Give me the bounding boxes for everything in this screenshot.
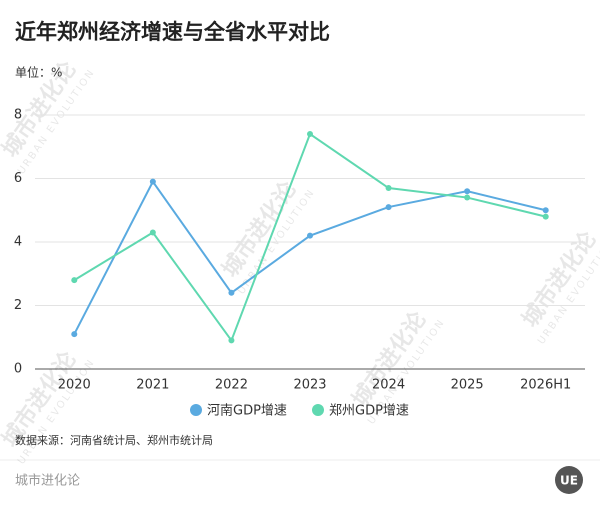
data-point [228, 337, 235, 344]
data-point [542, 207, 549, 214]
footer-logo-circle [555, 466, 583, 494]
x-tick-label: 2022 [215, 378, 248, 393]
data-point [149, 178, 156, 185]
footer-logo: UE [560, 474, 578, 488]
y-tick-label: 6 [14, 171, 22, 186]
legend-marker [312, 404, 324, 416]
x-tick-label: 2021 [136, 378, 169, 393]
data-point [228, 289, 235, 296]
legend-marker [190, 404, 202, 416]
footer-brand: 城市进化论 [15, 473, 80, 489]
data-point [71, 277, 78, 284]
data-point [307, 232, 313, 239]
data-point [385, 185, 392, 192]
data-point [464, 194, 471, 201]
data-point [385, 204, 392, 211]
y-tick-label: 2 [14, 298, 22, 313]
x-tick-label: 2024 [372, 378, 405, 393]
data-point [542, 213, 549, 220]
x-tick-label: 2026H1 [520, 378, 571, 393]
y-tick-label: 0 [14, 362, 22, 377]
y-tick-label: 4 [14, 235, 22, 250]
data-point [71, 331, 78, 338]
legend-label: 郑州GDP增速 [329, 404, 409, 419]
unit-label: 单位：% [15, 65, 62, 80]
data-point [307, 131, 313, 138]
x-tick-label: 2023 [293, 378, 326, 393]
x-tick-label: 2025 [451, 378, 484, 393]
source: 数据来源：河南省统计局、郑州市统计局 [15, 433, 213, 447]
legend-label: 河南GDP增速 [207, 403, 287, 419]
data-point [149, 229, 156, 236]
y-tick-label: 8 [14, 108, 22, 123]
data-point [464, 188, 471, 195]
x-tick-label: 2020 [58, 378, 91, 393]
chart-title: 近年郑州经济增速与全省水平对比 [15, 20, 330, 44]
